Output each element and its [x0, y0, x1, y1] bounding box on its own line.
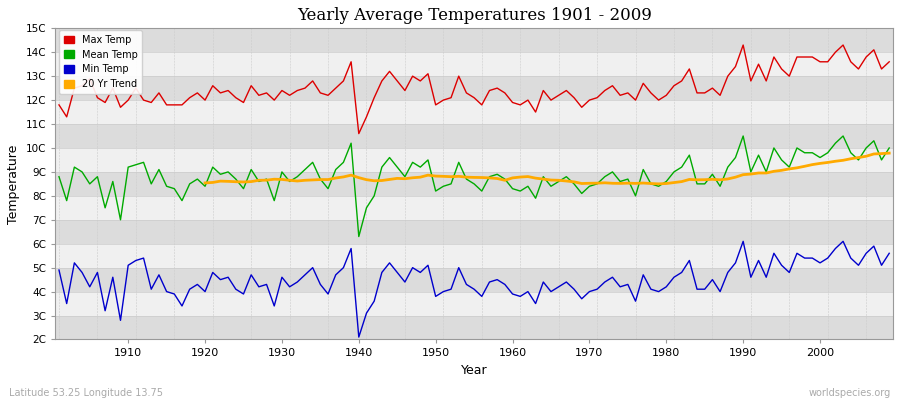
- Bar: [55, 100, 893, 124]
- X-axis label: Year: Year: [461, 364, 488, 377]
- Bar: [55, 316, 893, 340]
- Bar: [55, 124, 893, 148]
- Bar: [55, 292, 893, 316]
- Bar: [55, 148, 893, 172]
- Text: worldspecies.org: worldspecies.org: [809, 388, 891, 398]
- Legend: Max Temp, Mean Temp, Min Temp, 20 Yr Trend: Max Temp, Mean Temp, Min Temp, 20 Yr Tre…: [59, 30, 142, 94]
- Title: Yearly Average Temperatures 1901 - 2009: Yearly Average Temperatures 1901 - 2009: [297, 7, 652, 24]
- Y-axis label: Temperature: Temperature: [7, 144, 20, 224]
- Bar: [55, 244, 893, 268]
- Text: Latitude 53.25 Longitude 13.75: Latitude 53.25 Longitude 13.75: [9, 388, 163, 398]
- Bar: [55, 220, 893, 244]
- Bar: [55, 28, 893, 52]
- Bar: [55, 268, 893, 292]
- Bar: [55, 172, 893, 196]
- Bar: [55, 76, 893, 100]
- Bar: [55, 196, 893, 220]
- Bar: [55, 52, 893, 76]
